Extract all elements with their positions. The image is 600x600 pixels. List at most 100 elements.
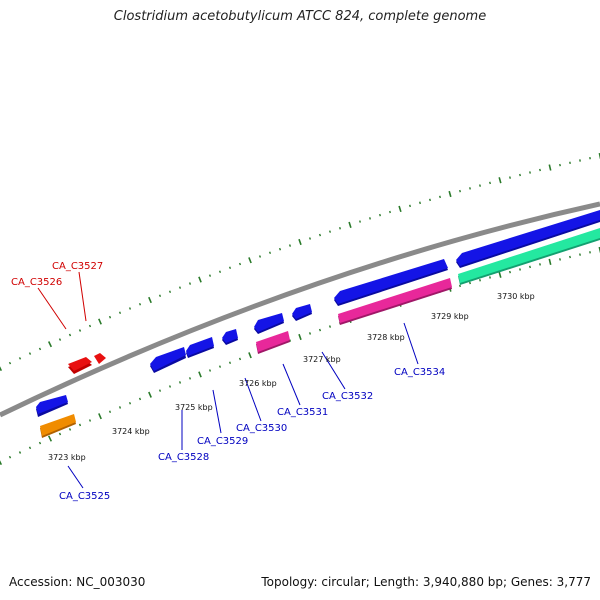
inner-ruler-minor-tick bbox=[208, 369, 212, 372]
reverse-cds-ca-c3528 bbox=[150, 347, 186, 373]
outer-ruler-minor-tick bbox=[138, 302, 142, 306]
outer-ruler-minor-tick bbox=[439, 195, 441, 199]
ruler-label-3724: 3724 kbp bbox=[112, 427, 150, 436]
reverse-cds-ca-c3534 bbox=[334, 259, 448, 306]
inner-ruler-minor-tick bbox=[519, 268, 521, 271]
gene-label-ca-c3532: CA_C3532 bbox=[322, 391, 373, 402]
gene-label-ca-c3528: CA_C3528 bbox=[158, 452, 209, 463]
outer-ruler-major-tick bbox=[0, 366, 3, 372]
inner-ruler-minor-tick bbox=[28, 446, 32, 450]
leader-ca-c3530 bbox=[244, 377, 262, 422]
outer-ruler-major-tick bbox=[398, 205, 402, 213]
leader-ca-c3525 bbox=[67, 465, 84, 489]
reverse-cds-ca-c3531 bbox=[254, 313, 284, 334]
reverse-feature-orange bbox=[40, 414, 76, 438]
outer-ruler-major-tick bbox=[448, 190, 452, 198]
reverse-cds-ca-c3532 bbox=[292, 304, 312, 321]
forward-feature-ca-c3527 bbox=[94, 353, 106, 364]
inner-ruler-major-tick bbox=[98, 413, 102, 420]
ruler-label-3726: 3726 kbp bbox=[239, 379, 277, 388]
inner-ruler-minor-tick bbox=[308, 332, 312, 335]
inner-ruler-minor-tick bbox=[459, 284, 461, 288]
inner-ruler-minor-tick bbox=[128, 401, 132, 405]
inner-ruler-minor-tick bbox=[58, 432, 62, 436]
inner-ruler-major-tick bbox=[298, 333, 302, 341]
outer-ruler-minor-tick bbox=[479, 184, 481, 187]
outer-ruler-minor-tick bbox=[68, 333, 72, 337]
outer-ruler-minor-tick bbox=[28, 352, 32, 355]
outer-ruler-major-tick bbox=[47, 341, 53, 348]
outer-ruler-minor-tick bbox=[318, 233, 322, 237]
inner-ruler-minor-tick bbox=[38, 441, 42, 445]
outer-position-ruler bbox=[0, 152, 600, 372]
outer-ruler-major-tick bbox=[248, 257, 252, 264]
genome-summary-text: Topology: circular; Length: 3,940,880 bp… bbox=[261, 575, 591, 589]
outer-ruler-minor-tick bbox=[118, 311, 122, 315]
inner-ruler-minor-tick bbox=[569, 255, 571, 259]
outer-ruler-minor-tick bbox=[519, 173, 521, 177]
outer-ruler-minor-tick bbox=[208, 274, 212, 277]
ruler-label-3727: 3727 kbp bbox=[303, 355, 341, 364]
gene-label-ca-c3530: CA_C3530 bbox=[236, 423, 287, 434]
outer-ruler-minor-tick bbox=[78, 329, 82, 332]
forward-feature-ca-c3526 bbox=[68, 357, 92, 374]
reverse-cds-large bbox=[456, 210, 600, 268]
outer-ruler-minor-tick bbox=[509, 176, 511, 179]
inner-ruler-minor-tick bbox=[318, 328, 322, 332]
reverse-feature-teal bbox=[458, 228, 600, 285]
inner-ruler-minor-tick bbox=[118, 406, 122, 409]
inner-ruler-minor-tick bbox=[138, 397, 142, 401]
outer-ruler-minor-tick bbox=[8, 361, 12, 365]
leader-ca-c3534 bbox=[403, 322, 419, 365]
leader-ca-c3532 bbox=[321, 351, 346, 390]
inner-ruler-minor-tick bbox=[539, 263, 541, 266]
gene-label-ca-c3527: CA_C3527 bbox=[52, 261, 103, 272]
inner-ruler-minor-tick bbox=[328, 325, 332, 328]
gene-label-ca-c3534: CA_C3534 bbox=[394, 367, 445, 378]
gene-label-ca-c3526: CA_C3526 bbox=[11, 277, 62, 288]
reverse-feature-magenta-small bbox=[256, 331, 290, 354]
inner-ruler-minor-tick bbox=[78, 423, 82, 427]
outer-ruler-major-tick bbox=[348, 221, 352, 228]
leader-ca-c3529 bbox=[212, 389, 222, 434]
inner-ruler-minor-tick bbox=[168, 385, 172, 388]
gene-label-ca-c3529: CA_C3529 bbox=[197, 436, 248, 447]
inner-ruler-minor-tick bbox=[68, 428, 72, 431]
outer-ruler-minor-tick bbox=[529, 171, 531, 174]
outer-ruler-major-tick bbox=[298, 238, 302, 246]
inner-ruler-major-tick bbox=[198, 371, 202, 378]
inner-ruler-major-tick bbox=[548, 258, 552, 265]
outer-ruler-minor-tick bbox=[258, 255, 262, 258]
outer-ruler-minor-tick bbox=[178, 286, 182, 289]
outer-ruler-minor-tick bbox=[88, 324, 92, 328]
outer-ruler-minor-tick bbox=[158, 294, 162, 298]
inner-ruler-minor-tick bbox=[579, 253, 581, 256]
outer-ruler-minor-tick bbox=[429, 198, 431, 202]
ruler-label-3730: 3730 kbp bbox=[497, 292, 535, 301]
outer-ruler-minor-tick bbox=[168, 290, 172, 293]
outer-ruler-major-tick bbox=[548, 164, 552, 171]
leader-ca-c3527 bbox=[78, 271, 87, 322]
outer-ruler-major-tick bbox=[498, 177, 502, 184]
ruler-label-3723: 3723 kbp bbox=[48, 453, 86, 462]
reverse-cds-ca-c3530 bbox=[222, 329, 238, 345]
outer-ruler-minor-tick bbox=[38, 347, 42, 351]
gene-label-ca-c3531: CA_C3531 bbox=[277, 407, 328, 418]
accession-text: Accession: NC_003030 bbox=[9, 575, 146, 589]
ruler-label-3728: 3728 kbp bbox=[367, 333, 405, 342]
outer-ruler-minor-tick bbox=[308, 237, 312, 240]
ruler-label-3725: 3725 kbp bbox=[175, 403, 213, 412]
inner-ruler-minor-tick bbox=[489, 276, 491, 279]
inner-ruler-minor-tick bbox=[188, 377, 192, 380]
inner-ruler-minor-tick bbox=[178, 381, 182, 384]
outer-ruler-minor-tick bbox=[459, 189, 461, 193]
inner-ruler-minor-tick bbox=[158, 389, 162, 392]
outer-ruler-minor-tick bbox=[188, 282, 192, 285]
inner-ruler-minor-tick bbox=[228, 361, 232, 365]
outer-ruler-minor-tick bbox=[228, 266, 232, 270]
inner-ruler-minor-tick bbox=[108, 410, 112, 414]
leader-ca-c3531 bbox=[282, 363, 301, 406]
outer-ruler-minor-tick bbox=[419, 201, 421, 205]
